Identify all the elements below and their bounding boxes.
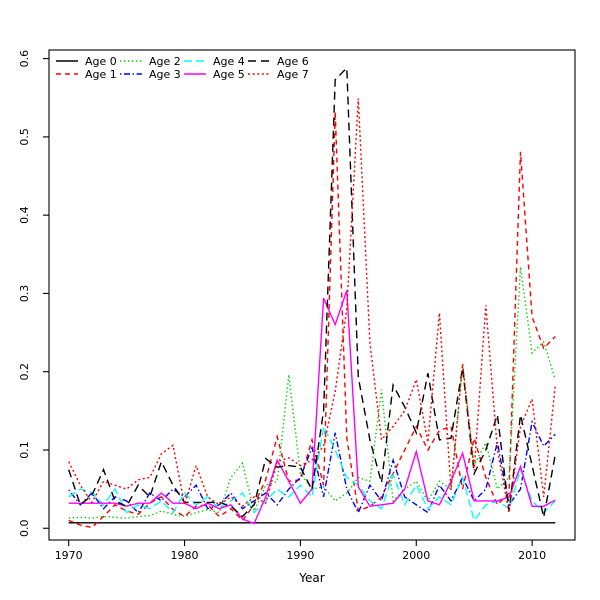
legend-label-age-0: Age 0: [85, 55, 117, 68]
x-tick-label: 1980: [171, 549, 199, 562]
series-line-age-3: [68, 419, 556, 515]
series-line-age-1: [68, 111, 556, 529]
series-line-age-7: [68, 98, 556, 513]
x-tick-label: 1970: [55, 549, 83, 562]
y-tick-label: 0.3: [18, 285, 31, 303]
y-tick-label: 0.0: [18, 520, 31, 538]
legend-label-age-4: Age 4: [213, 55, 245, 68]
x-tick-label: 2000: [402, 549, 430, 562]
legend-label-age-3: Age 3: [149, 68, 181, 81]
legend-label-age-7: Age 7: [277, 68, 309, 81]
x-tick-label: 1990: [286, 549, 314, 562]
x-tick-label: 2010: [518, 549, 546, 562]
series-line-age-4: [68, 424, 556, 522]
series-line-age-5: [68, 290, 556, 525]
plot-border: [48, 49, 576, 541]
x-axis-title: Year: [299, 571, 325, 585]
y-tick-label: 0.5: [18, 128, 31, 146]
y-tick-label: 0.4: [18, 206, 31, 224]
series-line-age-6: [68, 66, 556, 518]
y-tick-label: 0.2: [18, 363, 31, 381]
y-tick-label: 0.6: [18, 50, 31, 68]
legend-label-age-2: Age 2: [149, 55, 181, 68]
y-tick-label: 0.1: [18, 441, 31, 459]
legend-label-age-1: Age 1: [85, 68, 117, 81]
legend-label-age-6: Age 6: [277, 55, 309, 68]
legend-label-age-5: Age 5: [213, 68, 245, 81]
